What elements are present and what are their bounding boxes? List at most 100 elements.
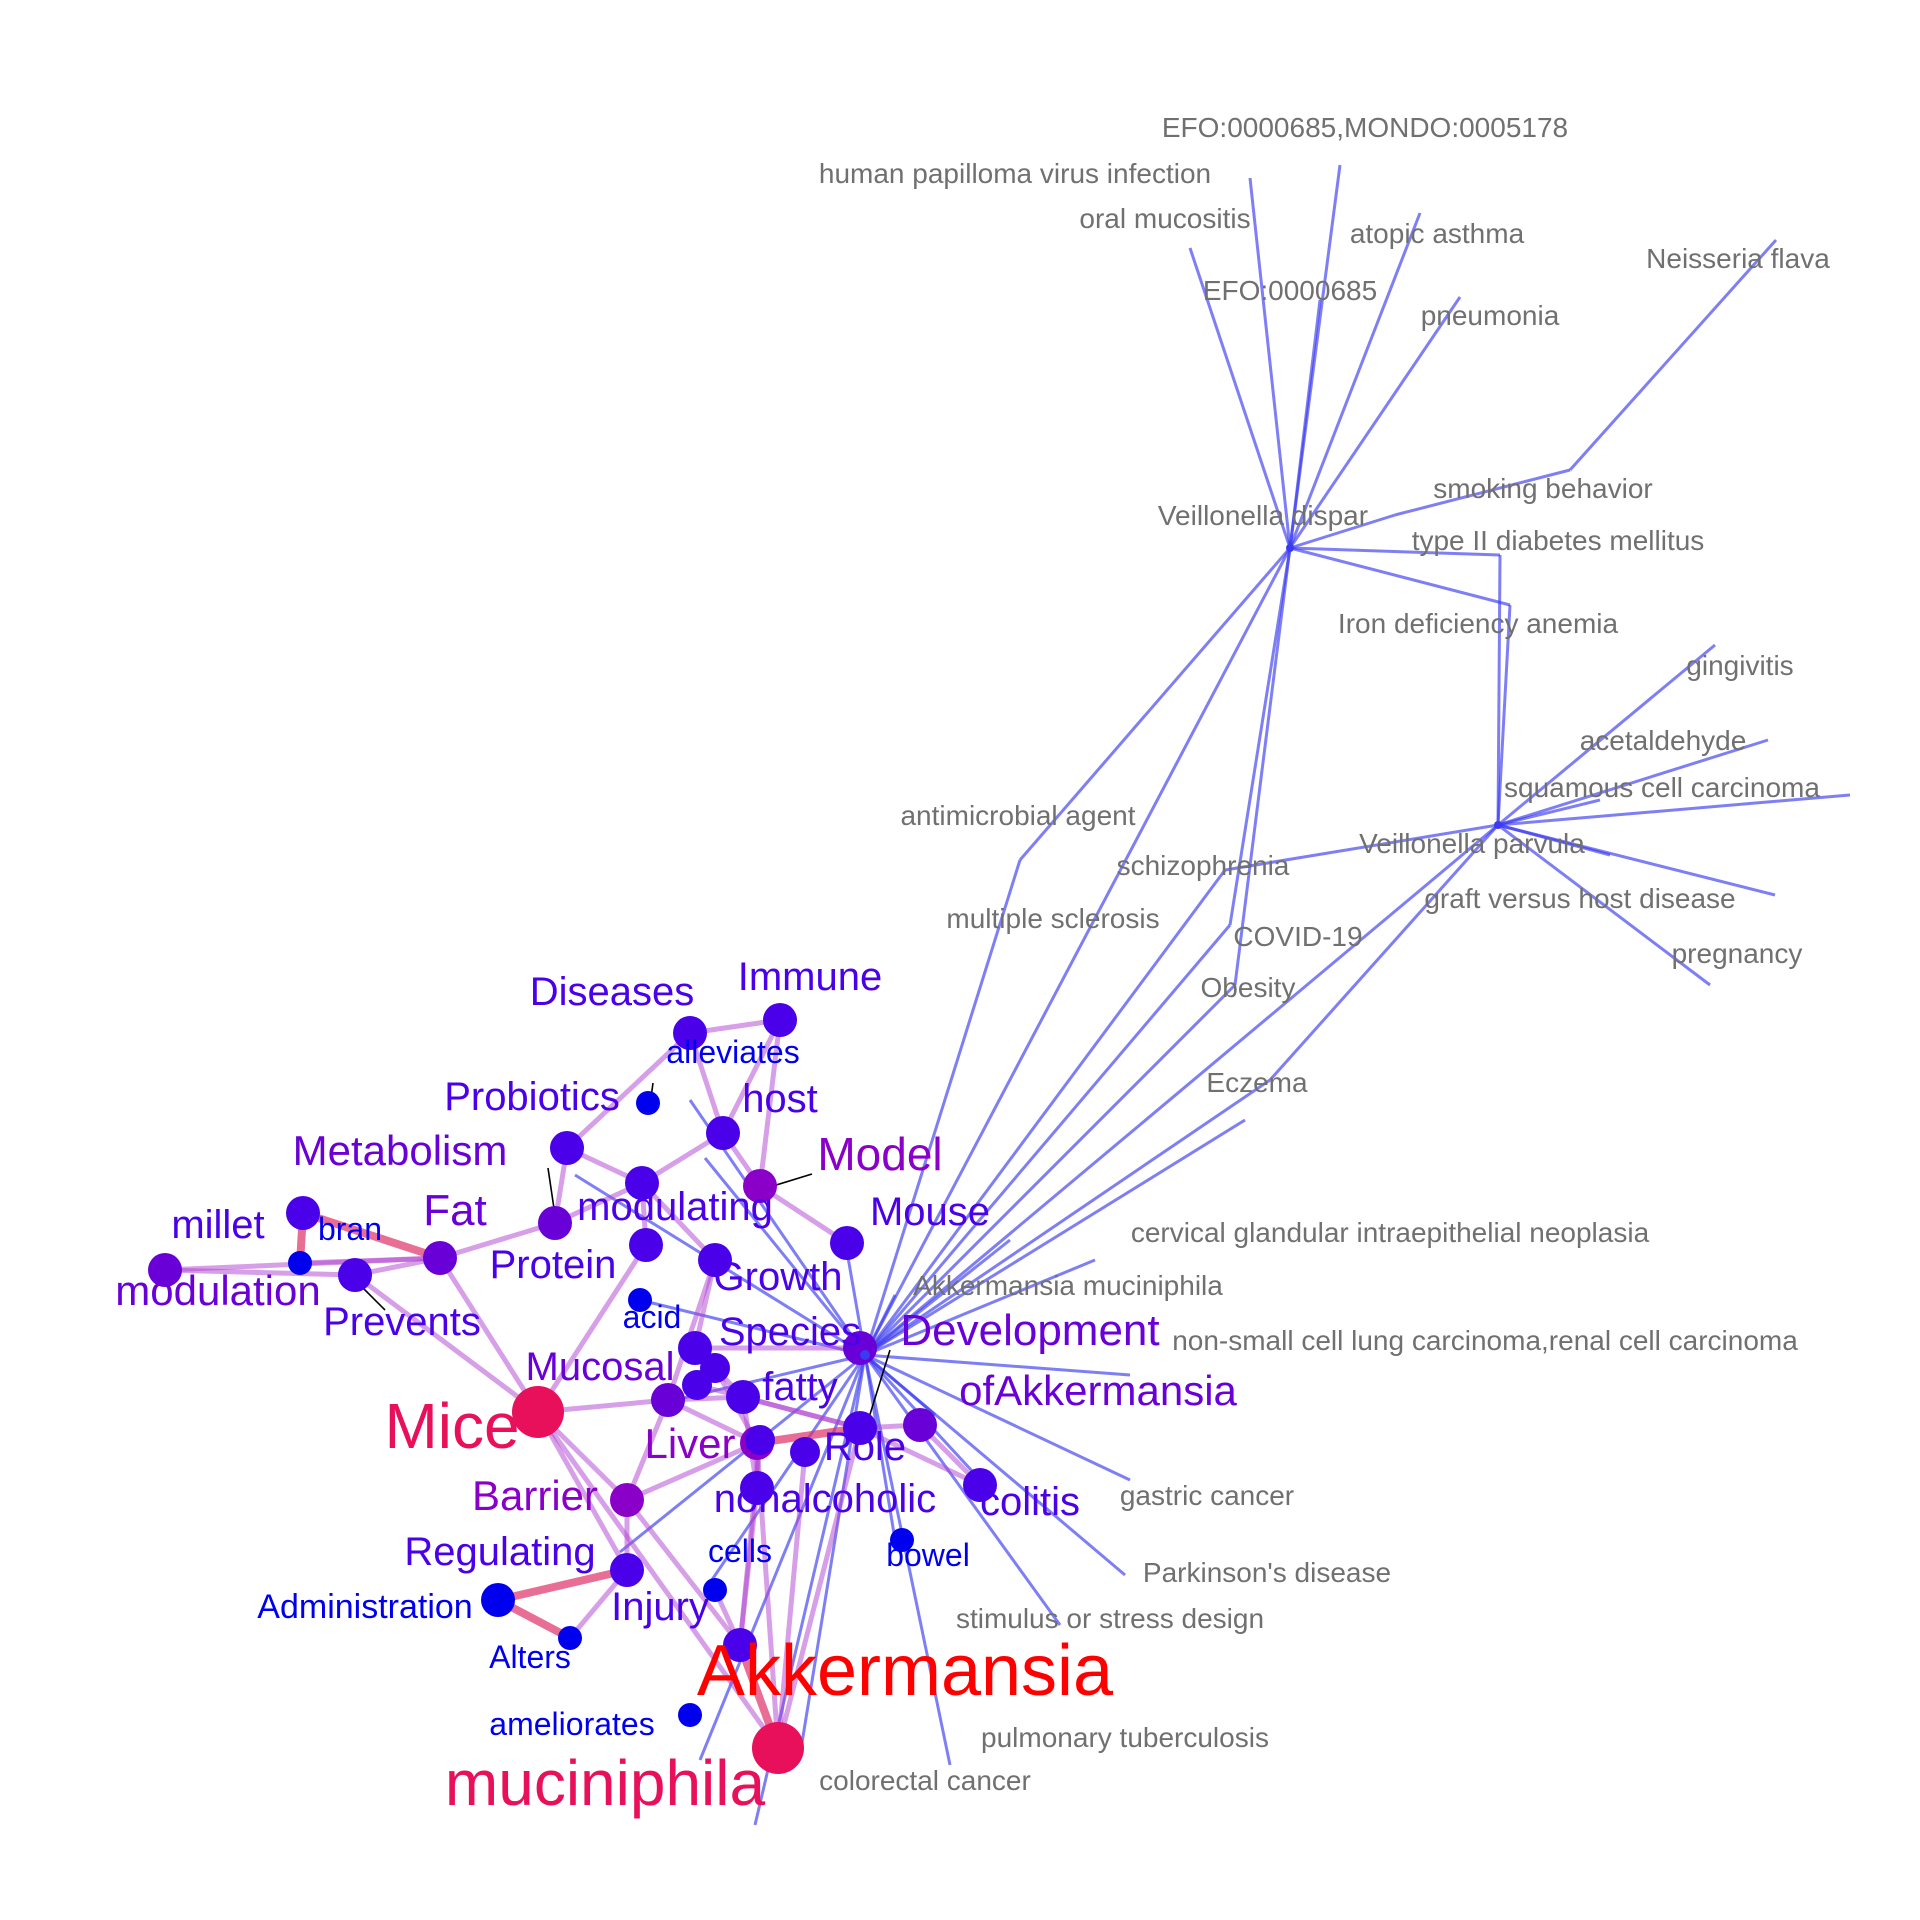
ontology-edge bbox=[863, 1354, 952, 1766]
junction-node bbox=[790, 1437, 820, 1467]
injury-node bbox=[723, 1628, 757, 1662]
ontology-edge bbox=[863, 547, 1292, 1356]
fatty-node bbox=[726, 1380, 760, 1414]
word-edge bbox=[775, 1425, 863, 1751]
alleviates-node bbox=[636, 1091, 660, 1115]
neisseria-label: Neisseria flava bbox=[1646, 243, 1830, 274]
efo-mondo-label: EFO:0000685,MONDO:0005178 bbox=[1162, 112, 1568, 143]
colitis-label: colitis bbox=[980, 1480, 1080, 1524]
probiotics-label: Probiotics bbox=[444, 1075, 620, 1119]
hpv-label: human papilloma virus infection bbox=[819, 158, 1211, 189]
ameliorates-node bbox=[678, 1703, 702, 1727]
tb-label: pulmonary tuberculosis bbox=[981, 1722, 1269, 1753]
ontology-edge bbox=[864, 1238, 1011, 1357]
hub-node bbox=[860, 1350, 870, 1360]
ontology-edge bbox=[864, 1353, 936, 1417]
veillonella-dispar-node bbox=[1286, 544, 1294, 552]
ontology-edge bbox=[864, 1078, 1271, 1357]
vdispar-label: Veillonella dispar bbox=[1158, 500, 1368, 531]
parkinsons-label: Parkinson's disease bbox=[1143, 1557, 1391, 1588]
protein-node bbox=[629, 1228, 663, 1262]
ofakkermansia-label: ofAkkermansia bbox=[959, 1367, 1237, 1414]
ontology-edge bbox=[703, 1354, 867, 1591]
gingivitis-label: gingivitis bbox=[1686, 650, 1793, 681]
ontology-edge bbox=[863, 924, 1232, 1356]
fatty-label: fatty bbox=[762, 1365, 838, 1409]
vparvula-label: Veillonella parvula bbox=[1359, 828, 1585, 859]
model-label: Model bbox=[817, 1128, 942, 1180]
ontology-edge bbox=[1497, 823, 1711, 987]
mice-label: Mice bbox=[384, 1390, 519, 1462]
ontology-edge bbox=[1228, 547, 1292, 926]
word-edge bbox=[624, 1440, 760, 1503]
ofakkermansia-node bbox=[903, 1408, 937, 1442]
obesity-label: Obesity bbox=[1201, 972, 1296, 1003]
word-edge bbox=[720, 1017, 783, 1136]
ontology-edge bbox=[1233, 547, 1292, 986]
atopic-asthma-label: atopic asthma bbox=[1350, 218, 1525, 249]
ontology-edge bbox=[1288, 296, 1462, 549]
metabolism-node bbox=[538, 1206, 572, 1240]
word-edge bbox=[857, 1425, 983, 1488]
ontology-edge bbox=[1496, 604, 1512, 826]
diseases-node bbox=[673, 1016, 707, 1050]
ontology-edge bbox=[1289, 513, 1396, 550]
t2dm-label: type II diabetes mellitus bbox=[1412, 525, 1705, 556]
probiotics-node bbox=[550, 1131, 584, 1165]
ontology-edge bbox=[1497, 738, 1769, 827]
ontology-edge bbox=[864, 1353, 1131, 1482]
nonalcoholic-label: nonalcoholic bbox=[714, 1477, 936, 1521]
regulating-label: Regulating bbox=[404, 1530, 595, 1574]
ontology-edge bbox=[1288, 212, 1422, 549]
word-labels: Akkermansia muciniphila Mice Diseases Immune… bbox=[115, 955, 1237, 1819]
ontology-edge bbox=[863, 1354, 1062, 1626]
acid-label: acid bbox=[623, 1299, 682, 1335]
word-edge bbox=[665, 1257, 718, 1403]
barrier-node bbox=[610, 1483, 644, 1517]
nonalcoholic-node bbox=[740, 1471, 774, 1505]
fat-label: Fat bbox=[423, 1186, 487, 1235]
veillonella-parvula-node bbox=[1494, 821, 1502, 829]
growth-label: Growth bbox=[714, 1255, 843, 1299]
ontology-edge bbox=[1289, 546, 1511, 607]
mouse-node bbox=[830, 1226, 864, 1260]
antimicrobial-label: antimicrobial agent bbox=[900, 800, 1135, 831]
pregnancy-label: pregnancy bbox=[1672, 938, 1803, 969]
ontology-edge bbox=[1497, 798, 1601, 827]
species-node bbox=[678, 1331, 712, 1365]
ontology-edge bbox=[1268, 824, 1500, 1081]
akkermansia-label: Akkermansia bbox=[697, 1631, 1114, 1711]
ontology-labels: EFO:0000685,MONDO:0005178 human papilloma… bbox=[819, 112, 1830, 1796]
covid-label: COVID-19 bbox=[1233, 921, 1362, 952]
bowel-node bbox=[890, 1528, 914, 1552]
word-edge bbox=[437, 1220, 558, 1261]
ontology-edge bbox=[1497, 643, 1716, 827]
cells-node bbox=[703, 1578, 727, 1602]
scc-label: squamous cell carcinoma bbox=[1504, 772, 1820, 803]
regulating-node bbox=[610, 1553, 644, 1587]
acid-node bbox=[628, 1288, 652, 1312]
immune-label: Immune bbox=[738, 955, 883, 999]
word-edge bbox=[564, 1030, 693, 1151]
ontology-edge bbox=[619, 1353, 866, 1554]
alters-label: Alters bbox=[489, 1639, 571, 1675]
millet-node bbox=[286, 1196, 320, 1230]
junction-node bbox=[682, 1370, 712, 1400]
mice-node bbox=[512, 1386, 564, 1438]
fat-node bbox=[423, 1241, 457, 1275]
word-edge bbox=[352, 1272, 541, 1415]
ontology-edge bbox=[1497, 823, 1611, 857]
host-label: host bbox=[742, 1077, 818, 1121]
junction-node bbox=[745, 1425, 775, 1455]
word-edge bbox=[494, 1566, 631, 1604]
eczema-label: Eczema bbox=[1206, 1067, 1308, 1098]
nsclc-label: non-small cell lung carcinoma,renal cell… bbox=[1172, 1325, 1798, 1356]
ontology-edge bbox=[703, 1157, 867, 1356]
millet-label: millet bbox=[171, 1203, 264, 1247]
modulation-node bbox=[148, 1253, 182, 1287]
ontology-edge bbox=[1018, 547, 1292, 861]
ontology-edge bbox=[1497, 793, 1851, 827]
mucosal-label: Mucosal bbox=[526, 1345, 675, 1389]
administration-node bbox=[481, 1583, 515, 1617]
